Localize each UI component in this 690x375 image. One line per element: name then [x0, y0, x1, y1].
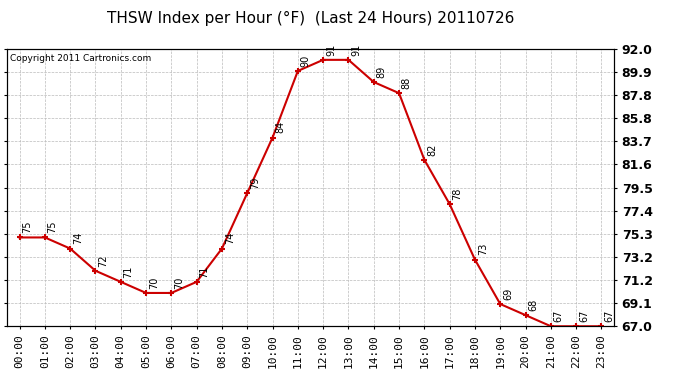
Text: 70: 70	[149, 276, 159, 289]
Text: 67: 67	[604, 310, 614, 322]
Text: 72: 72	[98, 254, 108, 267]
Text: 74: 74	[225, 232, 235, 244]
Text: 67: 67	[553, 310, 564, 322]
Text: 84: 84	[275, 121, 286, 134]
Text: 67: 67	[579, 310, 589, 322]
Text: 90: 90	[301, 54, 310, 67]
Text: 73: 73	[477, 243, 488, 255]
Text: 78: 78	[453, 188, 462, 200]
Text: 89: 89	[377, 66, 386, 78]
Text: 88: 88	[402, 77, 412, 89]
Text: 75: 75	[22, 221, 32, 233]
Text: 91: 91	[351, 44, 362, 55]
Text: 74: 74	[73, 232, 83, 244]
Text: 79: 79	[250, 177, 260, 189]
Text: 71: 71	[124, 265, 134, 278]
Text: 82: 82	[427, 143, 437, 156]
Text: 71: 71	[199, 265, 210, 278]
Text: 75: 75	[48, 221, 58, 233]
Text: Copyright 2011 Cartronics.com: Copyright 2011 Cartronics.com	[10, 54, 151, 63]
Text: 69: 69	[503, 288, 513, 300]
Text: 68: 68	[529, 299, 538, 311]
Text: THSW Index per Hour (°F)  (Last 24 Hours) 20110726: THSW Index per Hour (°F) (Last 24 Hours)…	[107, 11, 514, 26]
Text: 91: 91	[326, 44, 336, 55]
Text: 70: 70	[174, 276, 184, 289]
